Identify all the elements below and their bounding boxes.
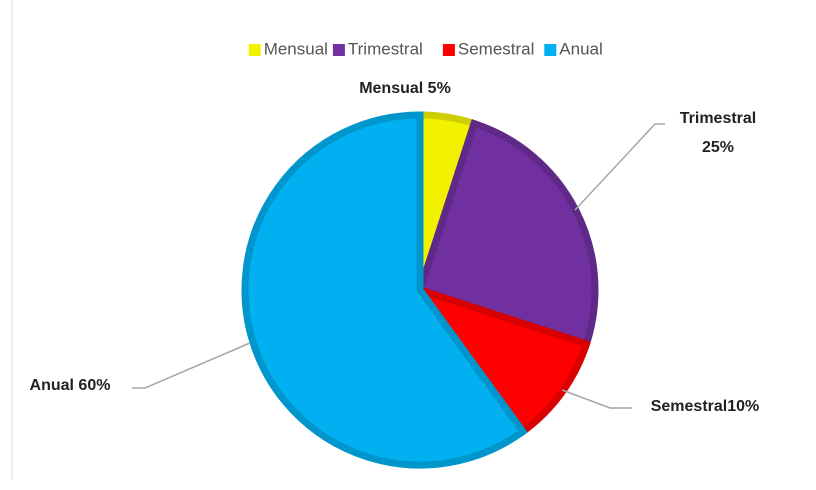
legend-swatch: [442, 44, 455, 56]
legend-label: Trimestral: [348, 39, 423, 58]
legend-swatch: [544, 44, 557, 56]
legend-label: Anual: [559, 39, 602, 58]
data-label: Semestral10%: [650, 398, 760, 415]
legend-label: Mensual: [264, 39, 328, 58]
pie-slice: [241, 111, 528, 469]
data-label: Anual 60%: [29, 377, 111, 394]
pie-slice: [415, 119, 599, 349]
data-label: Trimestral 25%: [679, 110, 757, 156]
leader-line: [561, 389, 632, 409]
legend-swatch: [332, 44, 345, 56]
data-label: Mensual 5%: [359, 80, 451, 97]
leader-line: [574, 123, 665, 211]
legend-label: Semestral: [458, 39, 535, 58]
legend-swatch: [248, 44, 261, 56]
leader-line: [132, 342, 251, 389]
pie-slice: [410, 283, 591, 437]
